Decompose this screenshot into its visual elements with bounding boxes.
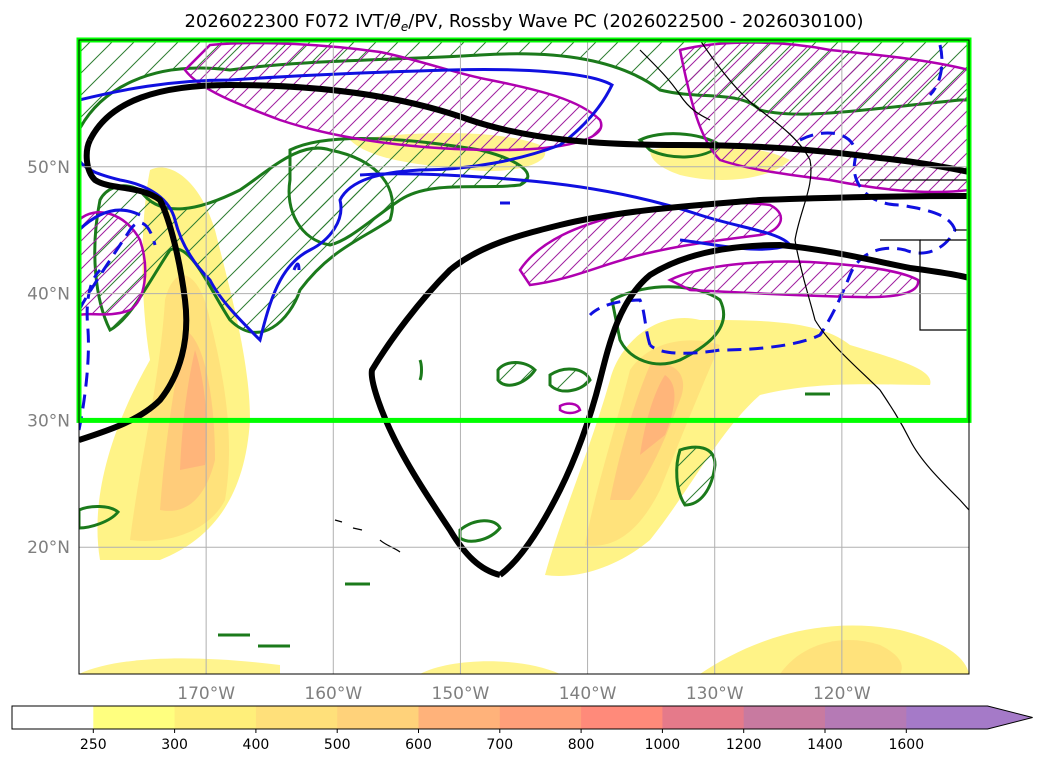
- colorbar-tick-label: 800: [568, 737, 595, 753]
- colorbar-tick-label: 1000: [645, 737, 681, 753]
- lat-tick-label: 40°N: [27, 285, 70, 305]
- colorbar-tick-label: 500: [324, 737, 351, 753]
- purple-hatched-regions: [79, 41, 969, 415]
- colorbar-tick-label: 400: [243, 737, 270, 753]
- lon-tick-label: 140°W: [559, 684, 617, 704]
- colorbar-segment: [662, 706, 745, 729]
- colorbar-segment: [174, 706, 257, 729]
- colorbar-segment: [93, 706, 176, 729]
- lon-tick-label: 170°W: [177, 684, 235, 704]
- chart-title: 2026022300 F072 IVT/θe/PV, Rossby Wave P…: [184, 11, 863, 34]
- lon-tick-label: 160°W: [304, 684, 362, 704]
- colorbar-outline: [11, 705, 1033, 730]
- colorbar-tick-label: 700: [486, 737, 513, 753]
- lon-tick-label: 130°W: [686, 684, 744, 704]
- black-contours: [79, 82, 969, 578]
- map-frame: [78, 39, 970, 675]
- lat-tick-label: 20°N: [27, 538, 70, 558]
- colorbar-segment: [581, 706, 663, 729]
- colorbar-segment: [499, 706, 582, 729]
- colorbar-tick-label: 1200: [726, 737, 762, 753]
- colorbar-segment: [337, 706, 420, 729]
- colorbar-tick-label: 1600: [888, 737, 924, 753]
- colorbar-segment: [12, 706, 94, 729]
- colorbar-tick-label: 300: [161, 737, 188, 753]
- lon-tick-label: 120°W: [813, 684, 871, 704]
- colorbar-tick-label: 600: [405, 737, 432, 753]
- lat-tick-label: 30°N: [27, 411, 70, 431]
- colorbar: 250 300 400 500 600 700 800 1000 1200 1400 1600: [11, 705, 1033, 753]
- black-contour-trough: [368, 193, 969, 578]
- colorbar-segment: [743, 706, 826, 729]
- latitude-tick-labels: 50°N 40°N 30°N 20°N: [27, 158, 70, 558]
- colorbar-tick-label: 250: [80, 737, 107, 753]
- black-contour-north: [87, 82, 969, 175]
- map-area: [79, 40, 969, 674]
- colorbar-extend-arrow: [987, 706, 1033, 729]
- lat-tick-label: 50°N: [27, 158, 70, 178]
- colorbar-segment: [255, 706, 338, 729]
- lon-tick-label: 150°W: [432, 684, 490, 704]
- colorbar-segment: [906, 706, 989, 729]
- colorbar-segment: [418, 706, 501, 729]
- longitude-tick-labels: 170°W 160°W 150°W 140°W 130°W 120°W: [177, 684, 871, 704]
- colorbar-segment: [825, 706, 907, 729]
- colorbar-tick-label: 1400: [807, 737, 843, 753]
